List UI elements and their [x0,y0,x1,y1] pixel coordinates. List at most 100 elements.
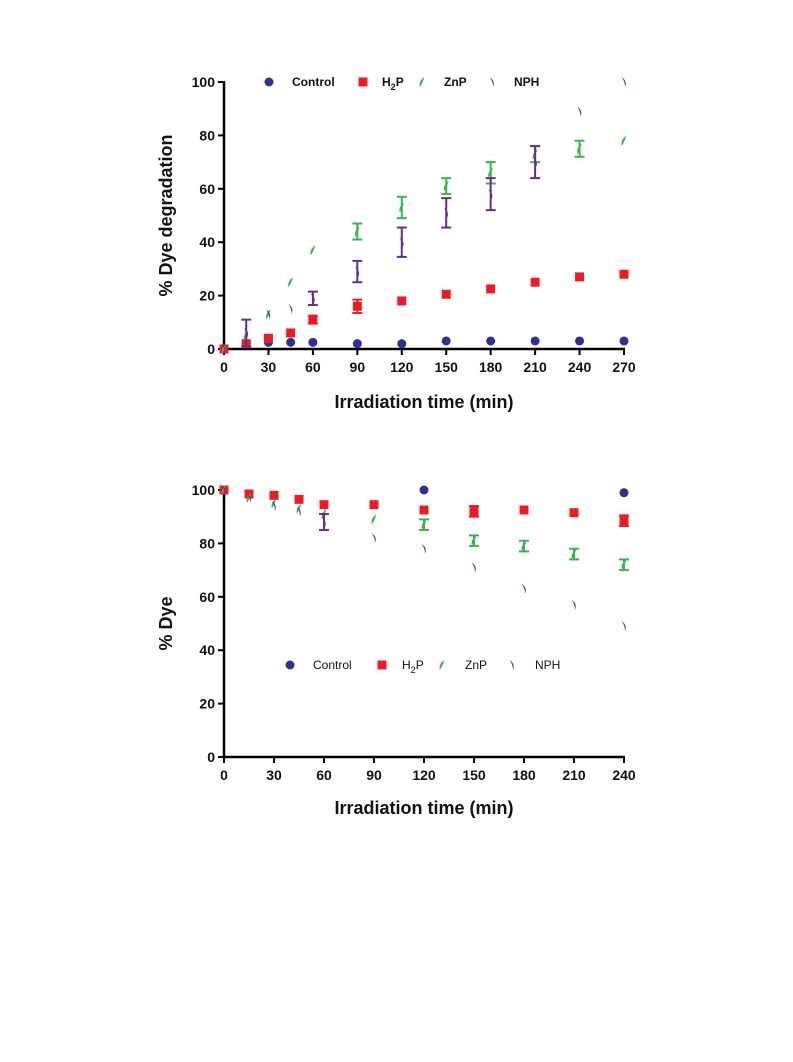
x-tick-label: 30 [261,359,277,375]
x-tick-label: 60 [316,767,332,783]
data-point [244,489,254,499]
data-point [319,500,329,510]
series-nph [221,485,626,632]
data-point [310,293,315,304]
data-point [530,336,540,346]
x-tick-label: 180 [479,359,503,375]
legend-marker [377,660,387,670]
data-point [575,272,585,282]
data-point [288,303,293,314]
data-point [619,336,629,346]
x-tick-label: 240 [612,767,636,783]
data-point [352,339,362,349]
data-point [397,339,407,349]
x-tick-label: 90 [350,359,366,375]
series-h2p [219,485,629,528]
data-point [369,500,379,510]
data-point [571,599,576,610]
legend-label: NPH [514,75,539,89]
data-point [619,488,629,498]
legend-marker [285,660,295,670]
data-point [354,266,360,277]
data-point [619,516,629,526]
legend: Control H2P ZnP NPH [264,75,539,92]
data-point [354,226,360,237]
data-point [419,505,429,515]
y-tick-label: 60 [199,589,215,605]
x-tick-label: 240 [568,359,592,375]
data-point [443,181,449,192]
x-tick-label: 30 [266,767,282,783]
data-point [577,143,582,154]
y-tick-label: 40 [199,642,215,658]
data-point [294,494,304,504]
data-point [269,490,279,500]
x-axis-title: Irradiation time (min) [334,392,513,412]
legend: Control H2P ZnP NPH [285,658,560,675]
y-tick-label: 100 [192,482,216,498]
data-point [246,493,251,504]
data-point [286,337,296,347]
data-point [243,327,248,338]
data-point [530,277,540,287]
y-tick-label: 60 [199,181,215,197]
x-tick-label: 180 [512,767,536,783]
data-point [421,543,426,554]
data-point [621,559,627,570]
x-tick-label: 150 [435,359,459,375]
data-point [310,245,316,256]
data-point [621,77,626,87]
data-point [265,309,271,320]
y-axis-title: % Dye [156,596,176,650]
data-point [221,485,227,495]
series-control [219,336,629,354]
y-axis-title: % Dye degradation [156,134,176,296]
data-point [308,337,318,347]
data-point [577,106,582,117]
x-tick-label: 0 [220,767,228,783]
data-point [621,135,627,146]
data-point [266,309,271,320]
x-tick-label: 120 [412,767,436,783]
data-point [419,485,429,495]
legend-label: H2P [402,658,424,675]
data-point [575,336,585,346]
data-point [486,284,496,294]
data-point [469,506,479,516]
legend-marker [358,77,368,87]
chart-dye-degradation: 0 30 60 90 120 150 180 210 240 270 0 20 40 60 80 100 Irr… [156,74,636,412]
data-point [263,333,273,343]
data-point [569,508,579,518]
y-tick-label: 100 [192,74,216,90]
data-point [321,517,326,528]
x-axis-title: Irradiation time (min) [334,798,513,818]
data-point [246,493,252,504]
y-tick-label: 40 [199,234,215,250]
data-point [441,289,451,299]
series-control [219,485,629,498]
x-tick-label: 0 [220,359,228,375]
x-tick-label: 270 [612,359,636,375]
data-point [296,506,301,517]
y-tick-label: 20 [199,288,215,304]
data-point [519,505,529,515]
legend-label: Control [292,75,335,89]
x-tick-label: 150 [462,767,486,783]
data-point [486,336,496,346]
y-tick-label: 80 [199,127,215,143]
data-point [621,621,626,632]
data-point [441,336,451,346]
data-point [371,533,376,544]
data-point [471,562,476,573]
data-point [221,344,227,354]
legend-label: ZnP [444,75,467,89]
data-point [619,269,629,279]
legend-label: NPH [535,658,560,672]
legend-marker [509,660,514,670]
data-point [571,549,577,560]
data-point [397,296,407,306]
legend-label: ZnP [465,658,487,672]
data-point [221,344,226,354]
